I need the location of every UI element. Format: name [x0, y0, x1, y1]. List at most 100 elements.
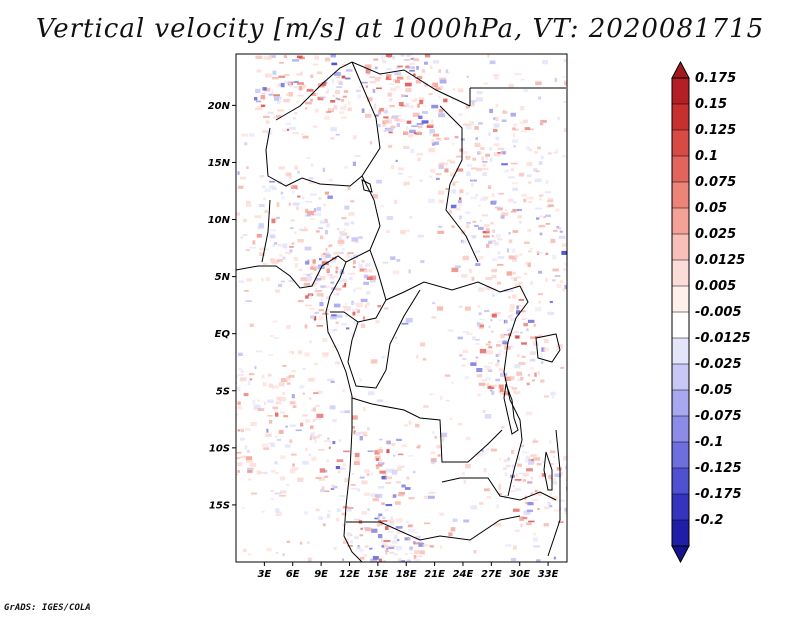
velocity-cell: [424, 61, 428, 65]
velocity-cell: [376, 399, 384, 402]
velocity-cell: [316, 390, 324, 394]
velocity-cell: [288, 202, 291, 206]
velocity-cell: [315, 265, 322, 270]
lat-tick-label: 10S: [209, 443, 230, 454]
velocity-cell: [328, 178, 333, 182]
border-zambia: [441, 477, 557, 501]
velocity-cell: [506, 248, 510, 253]
velocity-cell: [471, 178, 474, 181]
velocity-cell: [471, 235, 477, 239]
velocity-cell: [259, 472, 267, 474]
velocity-cell: [457, 423, 463, 426]
lon-tick-label: 12E: [339, 569, 360, 580]
velocity-cell: [498, 352, 501, 357]
velocity-cell: [462, 358, 467, 360]
velocity-cell: [353, 430, 356, 435]
velocity-cell: [501, 212, 509, 216]
velocity-cell: [273, 94, 280, 97]
velocity-cell: [272, 320, 278, 323]
velocity-cell: [336, 314, 343, 318]
colorbar-label: -0.2: [695, 513, 723, 528]
velocity-cell: [431, 139, 435, 144]
velocity-cell: [545, 214, 551, 218]
velocity-cell: [310, 272, 313, 275]
velocity-cell: [361, 108, 365, 113]
velocity-cell: [342, 541, 349, 544]
velocity-cell: [383, 540, 391, 543]
velocity-cell: [283, 74, 290, 76]
velocity-cell: [313, 208, 317, 213]
velocity-cell: [313, 392, 319, 394]
velocity-cell: [409, 62, 415, 65]
velocity-cell: [281, 196, 285, 200]
velocity-cell: [393, 454, 396, 457]
velocity-cell: [440, 395, 443, 400]
velocity-cell: [569, 254, 573, 256]
velocity-cell: [388, 131, 393, 134]
velocity-cell: [310, 315, 315, 319]
velocity-cell: [327, 88, 329, 93]
velocity-cell: [301, 133, 304, 135]
velocity-cell: [342, 389, 345, 393]
velocity-cell: [517, 463, 522, 467]
velocity-cell: [316, 230, 320, 233]
velocity-cell: [352, 311, 356, 316]
velocity-cell: [296, 101, 300, 104]
velocity-cell: [508, 83, 514, 88]
velocity-cell: [431, 141, 436, 146]
velocity-cell: [306, 276, 313, 281]
velocity-cell: [467, 164, 473, 167]
velocity-cell: [330, 487, 335, 490]
lake-tanganyika: [503, 383, 519, 435]
velocity-cell: [530, 281, 533, 285]
velocity-cell: [523, 510, 531, 515]
velocity-cell: [325, 252, 330, 255]
velocity-cell: [336, 86, 343, 88]
velocity-cell: [475, 194, 478, 197]
velocity-cell: [526, 509, 533, 513]
velocity-cell: [279, 476, 286, 481]
velocity-cell: [273, 116, 280, 119]
velocity-cell: [533, 457, 541, 461]
velocity-cell: [538, 270, 543, 274]
velocity-cell: [431, 460, 435, 465]
velocity-cell: [459, 215, 462, 220]
velocity-cell: [493, 241, 499, 246]
velocity-cell: [444, 137, 450, 140]
velocity-cell: [511, 248, 516, 253]
velocity-cell: [488, 240, 493, 244]
velocity-cell: [476, 322, 480, 327]
coastline: [236, 255, 363, 562]
velocity-cell: [315, 92, 319, 96]
velocity-cell: [385, 54, 393, 57]
velocity-cell: [403, 184, 406, 186]
velocity-cell: [318, 309, 324, 312]
velocity-cell: [458, 204, 462, 207]
velocity-cell: [358, 236, 363, 240]
velocity-cell: [486, 243, 490, 248]
velocity-cell: [388, 372, 391, 374]
velocity-cell: [350, 200, 355, 203]
velocity-cell: [396, 259, 401, 262]
velocity-cell: [326, 459, 329, 462]
velocity-cell: [543, 216, 546, 219]
velocity-cell: [452, 518, 458, 522]
velocity-cell: [520, 78, 525, 81]
velocity-cell: [405, 65, 410, 69]
velocity-cell: [463, 479, 466, 484]
velocity-cell: [346, 327, 350, 330]
velocity-cell: [511, 490, 516, 492]
velocity-cell: [369, 275, 376, 280]
velocity-cell: [301, 86, 306, 89]
velocity-cell: [405, 487, 411, 490]
velocity-cell: [395, 336, 397, 340]
velocity-cell: [491, 193, 495, 198]
velocity-cell: [428, 93, 433, 95]
velocity-cell: [403, 131, 409, 135]
velocity-cell: [340, 116, 347, 119]
velocity-cell: [385, 509, 390, 512]
velocity-cell: [262, 185, 266, 189]
velocity-cell: [211, 418, 213, 422]
velocity-cell: [355, 89, 361, 93]
colorbar-swatch: [672, 416, 689, 442]
